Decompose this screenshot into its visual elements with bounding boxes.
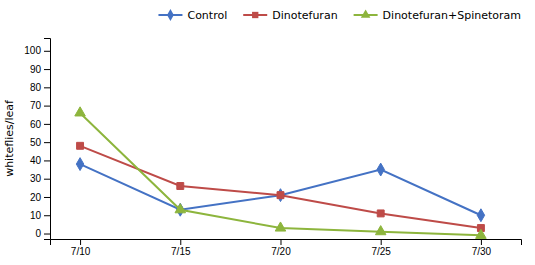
x-axis-line xyxy=(51,240,522,246)
y-tick-mark xyxy=(44,51,50,52)
y-tick-label: 100 xyxy=(24,45,41,56)
y-axis-line xyxy=(44,39,51,240)
y-axis-title: whiteflies/leaf xyxy=(3,99,16,177)
legend-swatch-marker xyxy=(167,9,174,21)
y-tick: 90 xyxy=(30,64,50,75)
y-tick-label: 70 xyxy=(30,100,42,111)
y-axis: 0 10 20 30 40 50 60 70 80 90 100 xyxy=(24,39,50,240)
series-point xyxy=(175,204,186,213)
y-tick: 80 xyxy=(30,82,50,93)
series-point xyxy=(476,229,487,238)
x-tick-mark xyxy=(280,239,281,245)
y-tick-mark xyxy=(44,124,50,125)
y-tick-label: 30 xyxy=(30,173,42,184)
y-tick-mark xyxy=(44,234,50,235)
y-tick-mark xyxy=(44,106,50,107)
y-tick-label: 20 xyxy=(30,192,42,203)
y-tick-label: 80 xyxy=(30,82,42,93)
legend-label: Control xyxy=(187,9,227,22)
legend-entry: Dinotefuran xyxy=(243,9,337,22)
legend-label: Dinotefuran+Spinetoram xyxy=(383,9,521,22)
legend-label: Dinotefuran xyxy=(272,9,337,22)
series-point xyxy=(275,222,286,231)
series-line xyxy=(80,146,481,228)
x-tick: 7/20 xyxy=(271,239,291,257)
series-point xyxy=(75,107,86,116)
series-point xyxy=(377,163,384,176)
y-tick: 10 xyxy=(30,210,50,221)
x-tick-mark xyxy=(381,239,382,245)
y-tick-mark xyxy=(44,142,50,143)
series-point xyxy=(177,183,184,190)
x-tick: 7/30 xyxy=(472,239,492,257)
y-tick-label: 10 xyxy=(30,210,42,221)
y-tick-label: 50 xyxy=(30,137,42,148)
legend-swatch-marker xyxy=(361,9,371,17)
y-tick-mark xyxy=(44,215,50,216)
series-point xyxy=(77,142,84,149)
chart: 7/10 7/15 7/20 7/25 7/30 0 10 20 30 40 50 60 70 80 90 1… xyxy=(0,0,535,265)
y-tick: 30 xyxy=(30,173,50,184)
series-point xyxy=(277,189,284,202)
x-tick-mark xyxy=(481,239,482,245)
plot-area xyxy=(75,107,486,239)
x-tick-label: 7/25 xyxy=(371,246,391,257)
y-tick: 0 xyxy=(35,228,50,239)
x-axis: 7/10 7/15 7/20 7/25 7/30 xyxy=(51,239,522,257)
x-tick-label: 7/30 xyxy=(472,246,492,257)
series-point xyxy=(377,210,384,217)
y-tick: 20 xyxy=(30,192,50,203)
x-tick-label: 7/10 xyxy=(71,246,91,257)
y-tick-mark xyxy=(44,179,50,180)
series-line xyxy=(80,113,481,235)
series-point xyxy=(477,209,484,222)
y-tick: 60 xyxy=(30,119,50,130)
x-tick: 7/15 xyxy=(171,239,191,257)
y-tick: 40 xyxy=(30,155,50,166)
y-tick: 100 xyxy=(24,45,50,56)
series-point xyxy=(375,226,386,235)
x-tick-label: 7/15 xyxy=(171,246,191,257)
legend-swatch-marker xyxy=(252,12,258,18)
y-tick-label: 0 xyxy=(35,228,41,239)
series-point xyxy=(76,158,83,171)
y-tick-mark xyxy=(44,69,50,70)
legend-entry: Control xyxy=(158,9,227,22)
x-tick: 7/10 xyxy=(71,239,91,257)
y-tick-label: 40 xyxy=(30,155,42,166)
y-tick: 70 xyxy=(30,100,50,111)
y-tick-mark xyxy=(44,160,50,161)
x-tick-label: 7/20 xyxy=(271,246,291,257)
series-point xyxy=(277,192,284,199)
y-tick-label: 90 xyxy=(30,64,42,75)
x-tick-mark xyxy=(180,239,181,245)
y-tick-label: 60 xyxy=(30,119,42,130)
x-tick-mark xyxy=(80,239,81,245)
y-tick-mark xyxy=(44,197,50,198)
y-tick: 50 xyxy=(30,137,50,148)
x-tick: 7/25 xyxy=(371,239,391,257)
legend: Control Dinotefuran Dinotefuran+Spinetoram xyxy=(158,9,521,22)
legend-entry: Dinotefuran+Spinetoram xyxy=(354,9,521,22)
y-tick-mark xyxy=(44,87,50,88)
